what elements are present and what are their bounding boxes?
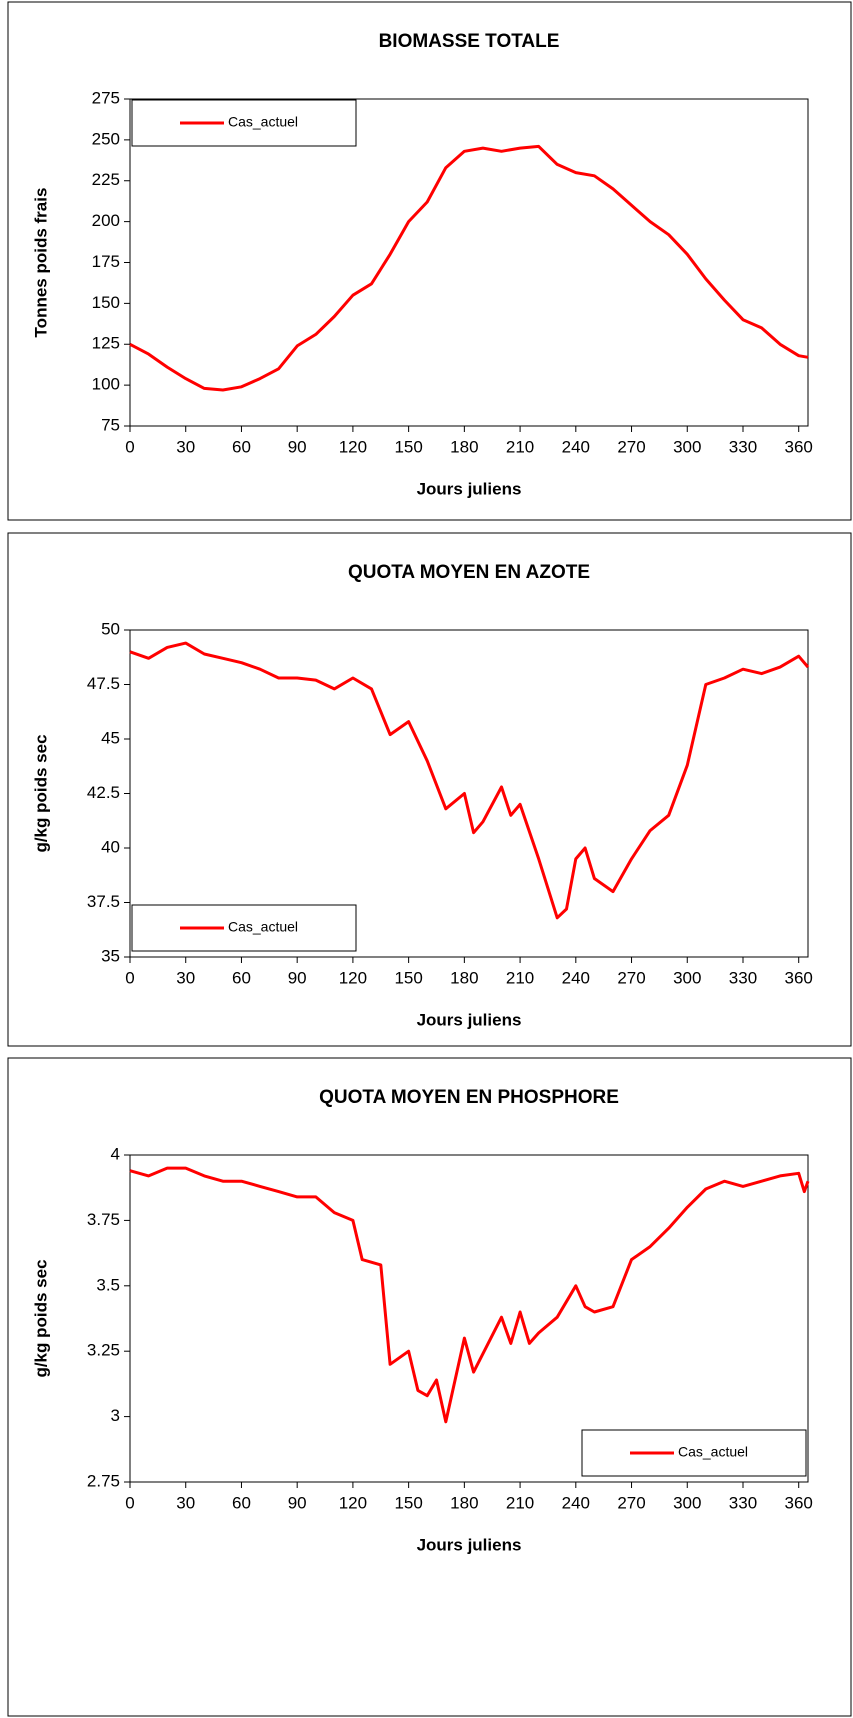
x-tick-label: 30	[176, 968, 195, 987]
x-tick-label: 180	[450, 968, 478, 987]
x-tick-label: 0	[125, 1493, 134, 1512]
y-tick-label: 75	[101, 415, 120, 434]
y-tick-label: 4	[111, 1144, 120, 1163]
chart-title: QUOTA MOYEN EN PHOSPHORE	[319, 1087, 619, 1108]
y-tick-label: 175	[92, 252, 120, 271]
x-tick-label: 210	[506, 1493, 534, 1512]
x-tick-label: 120	[339, 437, 367, 456]
x-tick-label: 150	[394, 437, 422, 456]
x-tick-label: 90	[288, 968, 307, 987]
x-tick-label: 60	[232, 1493, 251, 1512]
data-line	[129, 641, 810, 920]
x-tick-label: 90	[288, 1493, 307, 1512]
x-tick-label: 270	[617, 437, 645, 456]
x-tick-label: 210	[506, 968, 534, 987]
x-tick-label: 180	[450, 1493, 478, 1512]
x-tick-label: 270	[617, 1493, 645, 1512]
x-tick-label: 90	[288, 437, 307, 456]
x-tick-label: 360	[785, 1493, 813, 1512]
x-tick-label: 0	[125, 437, 134, 456]
plot-area	[129, 98, 809, 427]
chart-title: QUOTA MOYEN EN AZOTE	[348, 562, 590, 583]
x-tick-label: 300	[673, 968, 701, 987]
legend-box	[581, 1429, 807, 1477]
y-tick-label: 42.5	[87, 783, 120, 802]
x-tick-label: 240	[562, 1493, 590, 1512]
x-tick-label: 240	[562, 437, 590, 456]
y-tick-label: 45	[101, 728, 120, 747]
x-tick-label: 300	[673, 1493, 701, 1512]
y-axis-label: Tonnes poids frais	[31, 188, 50, 338]
x-tick-label: 360	[785, 437, 813, 456]
x-tick-label: 330	[729, 1493, 757, 1512]
chart-panel: BIOMASSE TOTALE 75 100 125 150 175 200 225 250 27…	[7, 1, 852, 521]
y-tick-label: 3.25	[87, 1341, 120, 1360]
chart-panel: QUOTA MOYEN EN PHOSPHORE 2.75 3 3.25 3.5 3.75…	[7, 1057, 852, 1717]
data-line	[129, 1166, 810, 1424]
y-tick-label: 3.75	[87, 1210, 120, 1229]
y-tick-label: 37.5	[87, 892, 120, 911]
x-tick-label: 30	[176, 1493, 195, 1512]
plot-area	[129, 629, 809, 958]
x-tick-label: 330	[729, 437, 757, 456]
y-tick-label: 3.5	[96, 1275, 120, 1294]
x-tick-label: 60	[232, 437, 251, 456]
y-tick-label: 50	[101, 619, 120, 638]
x-tick-label: 60	[232, 968, 251, 987]
legend-box	[131, 99, 357, 147]
chart-title: BIOMASSE TOTALE	[379, 31, 560, 52]
y-axis-label: g/kg poids sec	[31, 1259, 50, 1377]
y-tick-label: 225	[92, 170, 120, 189]
legend-box	[131, 904, 357, 952]
y-tick-label: 150	[92, 293, 120, 312]
y-tick-label: 200	[92, 211, 120, 230]
y-tick-label: 125	[92, 334, 120, 353]
x-tick-label: 120	[339, 1493, 367, 1512]
x-tick-label: 240	[562, 968, 590, 987]
data-line	[129, 144, 809, 392]
x-tick-label: 150	[394, 968, 422, 987]
x-tick-label: 150	[394, 1493, 422, 1512]
x-tick-label: 30	[176, 437, 195, 456]
y-tick-label: 40	[101, 837, 120, 856]
y-tick-label: 250	[92, 129, 120, 148]
x-tick-label: 300	[673, 437, 701, 456]
x-tick-label: 210	[506, 437, 534, 456]
legend-label: Cas_actuel	[228, 114, 298, 130]
x-tick-label: 330	[729, 968, 757, 987]
y-tick-label: 47.5	[87, 674, 120, 693]
y-axis-label: g/kg poids sec	[31, 734, 50, 852]
y-tick-label: 100	[92, 375, 120, 394]
plot-area	[129, 1154, 809, 1483]
x-tick-label: 360	[785, 968, 813, 987]
y-tick-label: 35	[101, 946, 120, 965]
y-tick-label: 275	[92, 88, 120, 107]
legend-label: Cas_actuel	[228, 919, 298, 935]
chart-panel: QUOTA MOYEN EN AZOTE 35 37.5 40 42.5 45 47.5 50…	[7, 532, 852, 1047]
x-axis-label: Jours juliens	[417, 479, 522, 498]
y-tick-label: 2.75	[87, 1471, 120, 1490]
x-tick-label: 180	[450, 437, 478, 456]
legend-label: Cas_actuel	[678, 1444, 748, 1460]
x-tick-label: 270	[617, 968, 645, 987]
x-tick-label: 120	[339, 968, 367, 987]
y-tick-label: 3	[111, 1406, 120, 1425]
x-axis-label: Jours juliens	[417, 1535, 522, 1554]
x-axis-label: Jours juliens	[417, 1010, 522, 1029]
x-tick-label: 0	[125, 968, 134, 987]
